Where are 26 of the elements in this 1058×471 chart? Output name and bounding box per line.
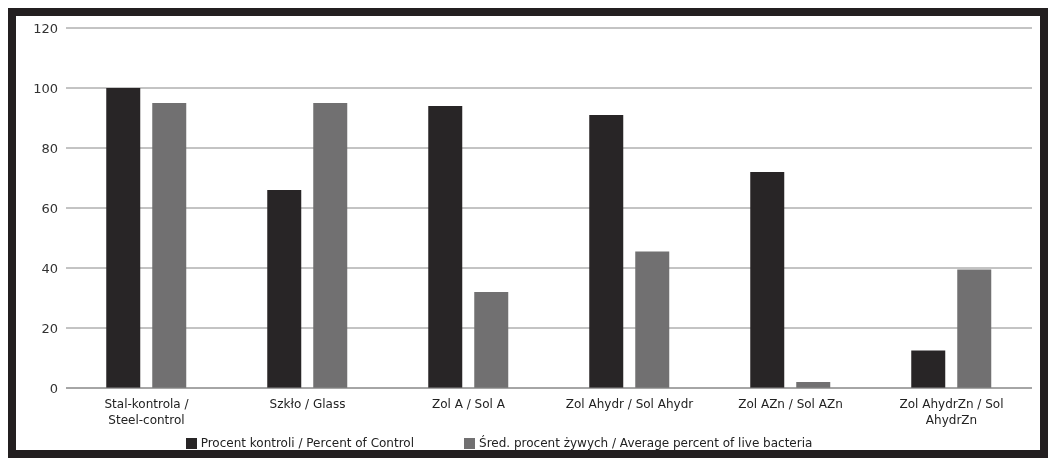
bar	[313, 103, 348, 388]
bar	[589, 115, 624, 388]
x-tick-label: Zol Ahydr / Sol Ahydr	[565, 397, 694, 411]
y-tick-label: 20	[41, 320, 58, 336]
bar	[957, 269, 992, 388]
legend-label: Procent kontroli / Percent of Control	[200, 436, 415, 450]
bar	[267, 190, 302, 388]
y-tick-label: 100	[33, 80, 58, 96]
bar	[474, 292, 509, 388]
bar	[750, 172, 785, 388]
x-tick-label: Zol A / Sol A	[432, 397, 506, 411]
legend-label: Śred. procent żywych / Average percent of live bacteria	[479, 436, 813, 450]
bar	[152, 103, 187, 388]
bar	[106, 88, 141, 388]
x-tick-label: Stal-kontrola / Steel-control	[104, 397, 190, 427]
y-tick-label: 60	[41, 200, 58, 216]
bar	[635, 251, 670, 388]
y-tick-label: 80	[41, 140, 58, 156]
y-tick-label: 120	[33, 20, 58, 36]
y-tick-label: 40	[41, 260, 58, 276]
bar	[911, 350, 946, 388]
bar	[428, 106, 463, 388]
y-tick-label: 0	[49, 380, 58, 396]
x-tick-label: Zol AhydrZn / Sol AhydrZn	[899, 397, 1004, 427]
x-tick-label: Zol AZn / Sol AZn	[738, 397, 843, 411]
x-tick-label: Szkło / Glass	[269, 397, 346, 411]
